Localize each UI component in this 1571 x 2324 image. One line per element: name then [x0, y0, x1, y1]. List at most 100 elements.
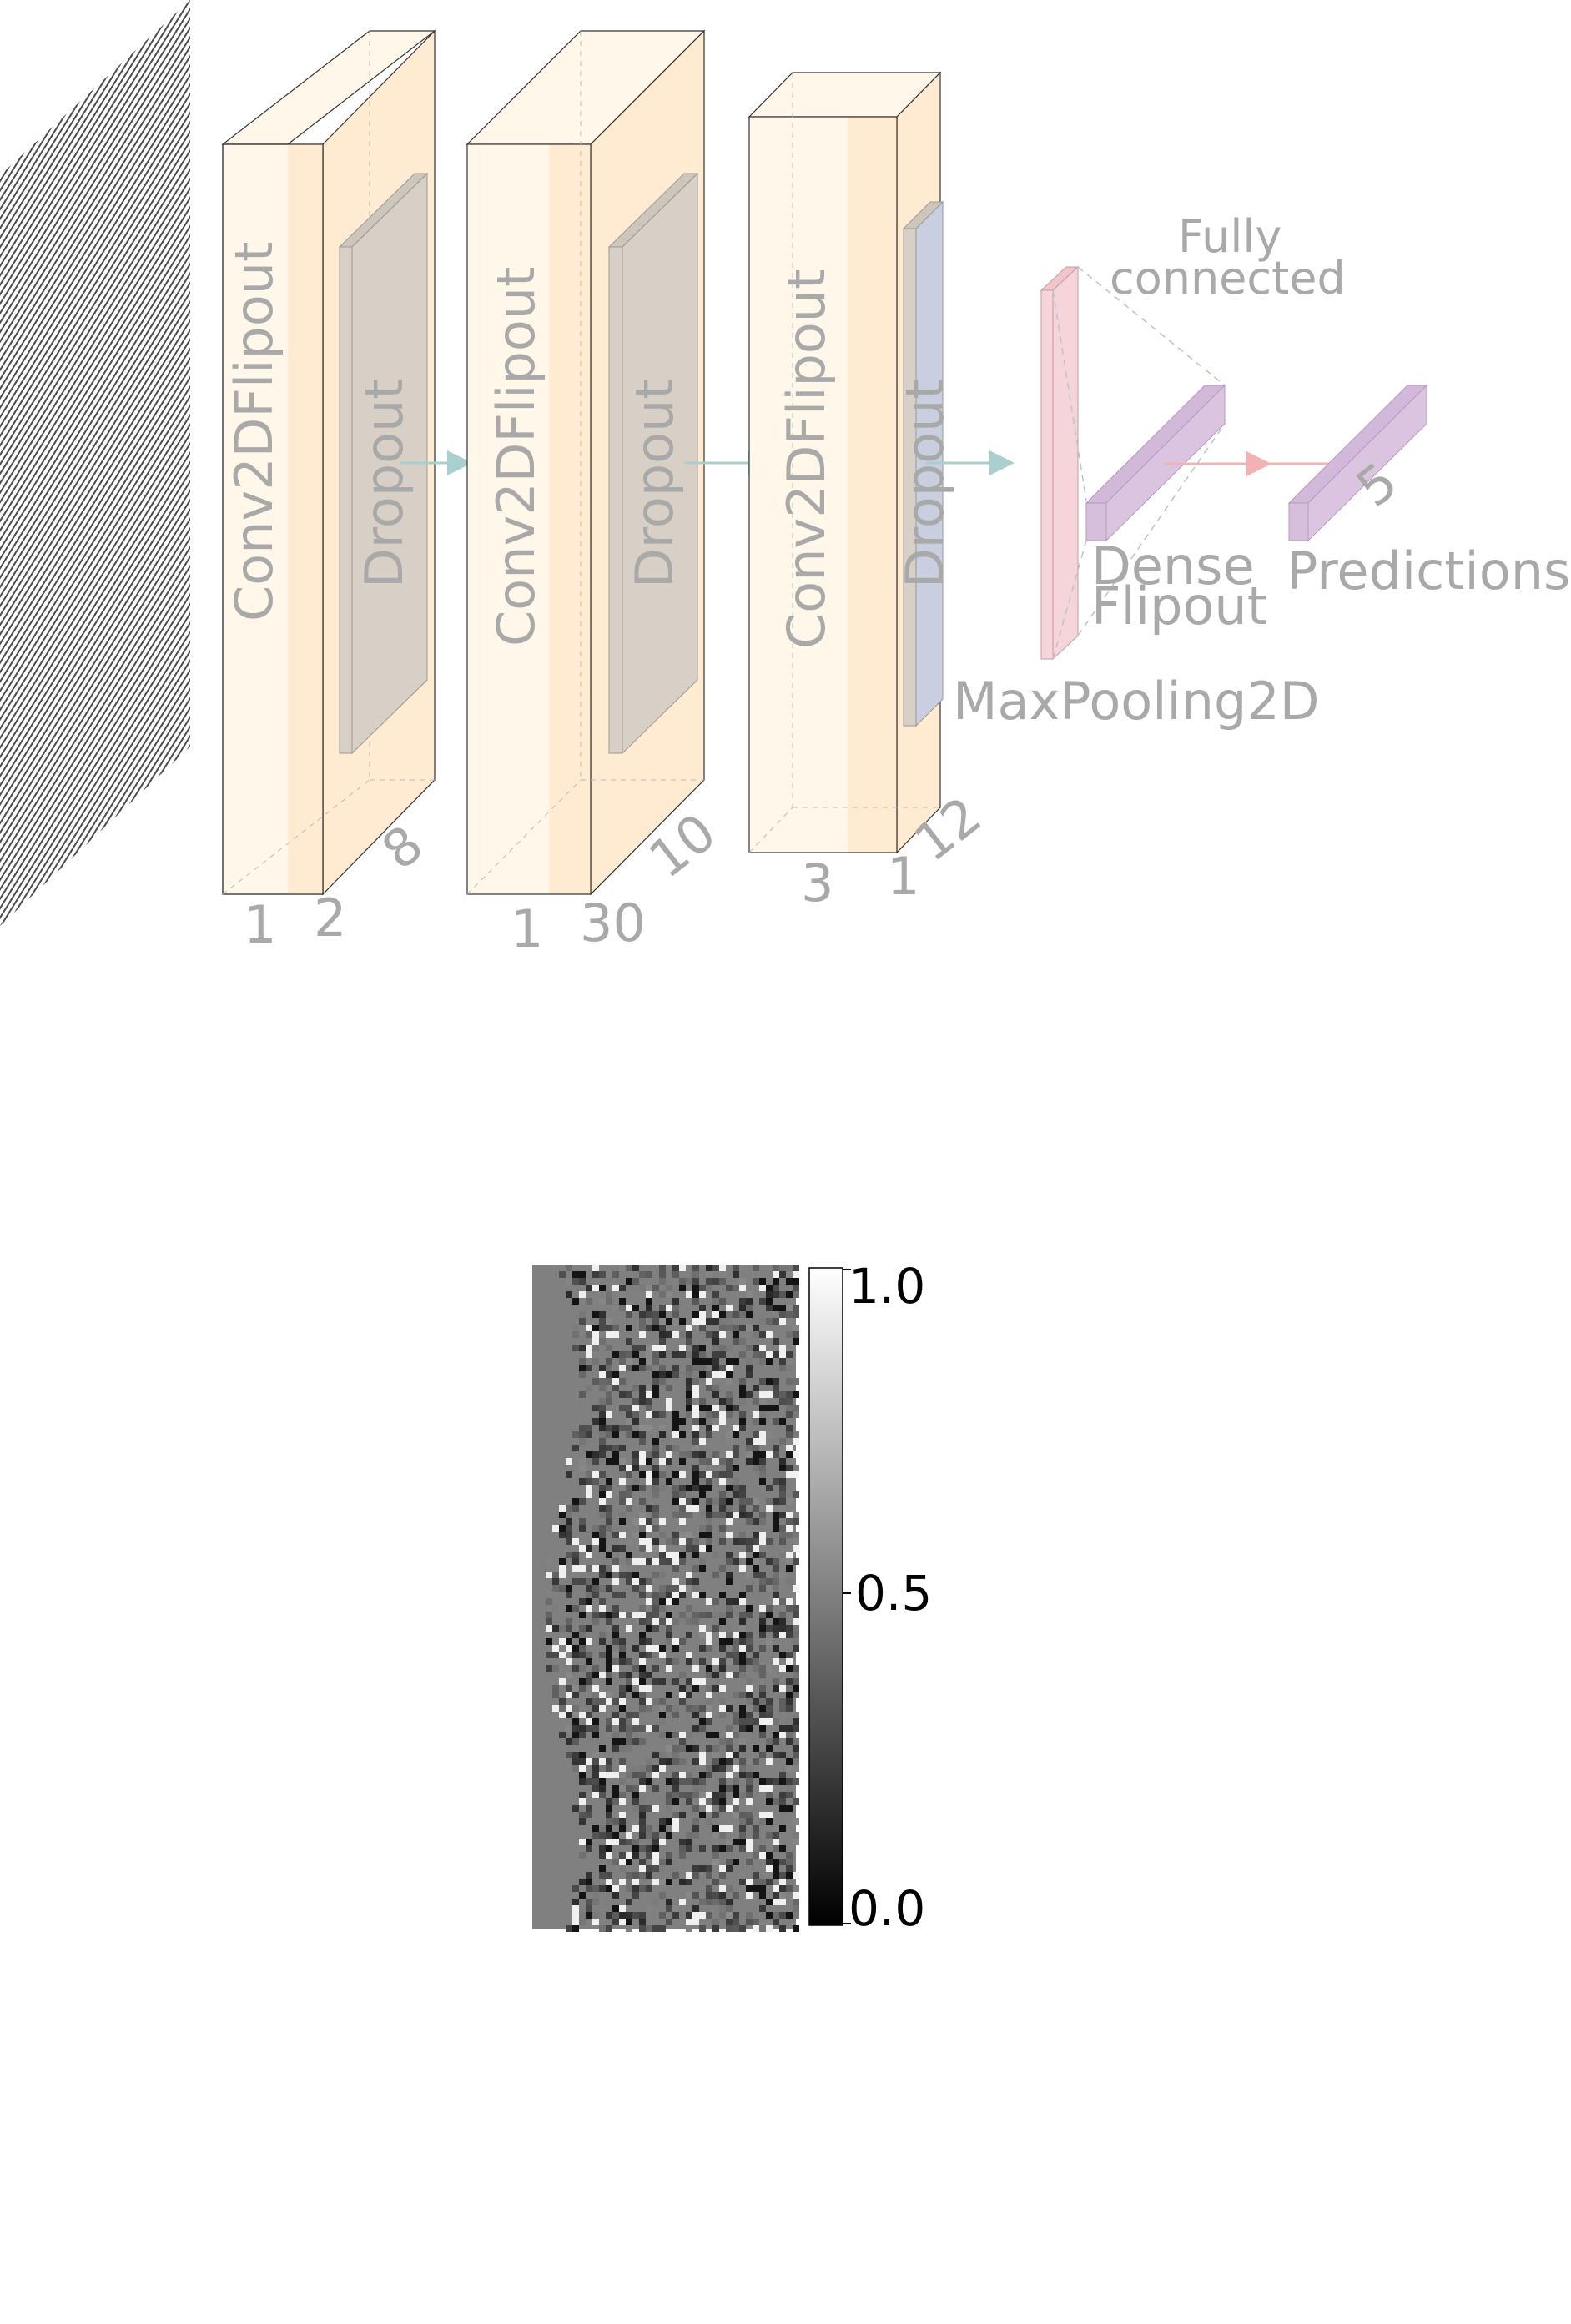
- heatmap-cell: [793, 1405, 799, 1411]
- heatmap-cell: [692, 1271, 699, 1278]
- heatmap-cell: [592, 1458, 599, 1465]
- heatmap-cell: [619, 1405, 626, 1411]
- heatmap-cell: [666, 1598, 672, 1605]
- heatmap-cell: [706, 1692, 712, 1698]
- heatmap-cell: [566, 1265, 572, 1271]
- heatmap-cell: [753, 1418, 759, 1425]
- heatmap-cell: [786, 1678, 793, 1685]
- heatmap-cell: [586, 1351, 592, 1358]
- heatmap-cell: [793, 1438, 799, 1445]
- heatmap-cell: [639, 1471, 646, 1478]
- heatmap-cell: [773, 1418, 779, 1425]
- heatmap-cell: [606, 1692, 612, 1698]
- heatmap-cell: [753, 1718, 759, 1725]
- heatmap-cell: [733, 1638, 739, 1645]
- heatmap-cell: [572, 1738, 579, 1745]
- heatmap-cell: [639, 1538, 646, 1545]
- heatmap-cell: [599, 1692, 606, 1698]
- heatmap-cell: [739, 1325, 746, 1331]
- heatmap-cell: [599, 1491, 606, 1498]
- heatmap-cell: [739, 1612, 746, 1618]
- heatmap-cell: [733, 1925, 739, 1932]
- heatmap-cell: [606, 1652, 612, 1658]
- heatmap-cell: [719, 1298, 726, 1305]
- heatmap-cell: [646, 1411, 652, 1418]
- heatmap-cell: [632, 1772, 639, 1778]
- heatmap-cell: [726, 1505, 733, 1512]
- heatmap-cell: [699, 1358, 706, 1365]
- heatmap-cell: [692, 1538, 699, 1545]
- heatmap-cell: [572, 1471, 579, 1478]
- heatmap-cell: [572, 1638, 579, 1645]
- heatmap-cell: [706, 1598, 712, 1605]
- heatmap-cell: [733, 1512, 739, 1518]
- heatmap-cell: [746, 1645, 753, 1652]
- dim-label-2a: 1: [511, 898, 543, 959]
- heatmap-cell: [692, 1278, 699, 1285]
- heatmap-cell: [666, 1451, 672, 1458]
- heatmap-cell: [619, 1305, 626, 1311]
- heatmap-cell: [746, 1698, 753, 1705]
- heatmap-cell: [666, 1758, 672, 1765]
- heatmap-cell: [766, 1405, 773, 1411]
- heatmap-cell: [699, 1325, 706, 1331]
- heatmap-cell: [672, 1578, 679, 1585]
- heatmap-cell: [606, 1525, 612, 1532]
- heatmap-cell: [679, 1792, 686, 1798]
- heatmap-cell: [566, 1285, 572, 1291]
- heatmap-cell: [779, 1732, 786, 1738]
- heatmap-cell: [639, 1859, 646, 1865]
- heatmap-cell: [652, 1832, 659, 1839]
- heatmap-cell: [646, 1598, 652, 1605]
- heatmap-cell: [773, 1919, 779, 1925]
- heatmap-cell: [652, 1678, 659, 1685]
- heatmap-cell: [639, 1705, 646, 1712]
- heatmap-cell: [699, 1485, 706, 1491]
- heatmap-cell: [626, 1338, 632, 1345]
- heatmap-cell: [619, 1825, 626, 1832]
- heatmap-cell: [699, 1525, 706, 1532]
- heatmap-cell: [706, 1425, 712, 1431]
- heatmap-cell: [679, 1505, 686, 1512]
- heatmap-cell: [692, 1818, 699, 1825]
- heatmap-cell: [586, 1718, 592, 1725]
- heatmap-cell: [659, 1351, 666, 1358]
- heatmap-cell: [612, 1612, 619, 1618]
- heatmap-cell: [652, 1451, 659, 1458]
- heatmap-cell: [692, 1565, 699, 1572]
- dropout-label-1: Dropout: [354, 379, 415, 588]
- heatmap-cell: [632, 1879, 639, 1885]
- heatmap-cell: [626, 1431, 632, 1438]
- heatmap-cell: [679, 1485, 686, 1491]
- heatmap-cell: [706, 1672, 712, 1678]
- heatmap-cell: [606, 1291, 612, 1298]
- heatmap-cell: [586, 1685, 592, 1692]
- heatmap-cell: [592, 1565, 599, 1572]
- heatmap-cell: [672, 1825, 679, 1832]
- heatmap-cell: [733, 1752, 739, 1758]
- heatmap-cell: [779, 1498, 786, 1505]
- heatmap-cell: [579, 1545, 586, 1552]
- heatmap-cell: [759, 1298, 766, 1305]
- heatmap-cell: [679, 1371, 686, 1378]
- heatmap-cell: [733, 1658, 739, 1665]
- heatmap-cell: [579, 1358, 586, 1365]
- heatmap-cell: [646, 1532, 652, 1538]
- heatmap-cell: [679, 1778, 686, 1785]
- heatmap-cell: [679, 1652, 686, 1658]
- heatmap-cell: [639, 1618, 646, 1625]
- heatmap-cell: [679, 1518, 686, 1525]
- heatmap-cell: [586, 1678, 592, 1685]
- heatmap-cell: [659, 1618, 666, 1625]
- heatmap-cell: [639, 1672, 646, 1678]
- heatmap-cell: [793, 1752, 799, 1758]
- heatmap-cell: [639, 1512, 646, 1518]
- heatmap-cell: [639, 1772, 646, 1778]
- heatmap-cell: [773, 1892, 779, 1899]
- heatmap-cell: [606, 1458, 612, 1465]
- heatmap-cell: [659, 1365, 666, 1371]
- heatmap-cell: [786, 1578, 793, 1585]
- heatmap-cell: [579, 1525, 586, 1532]
- heatmap-cell: [566, 1685, 572, 1692]
